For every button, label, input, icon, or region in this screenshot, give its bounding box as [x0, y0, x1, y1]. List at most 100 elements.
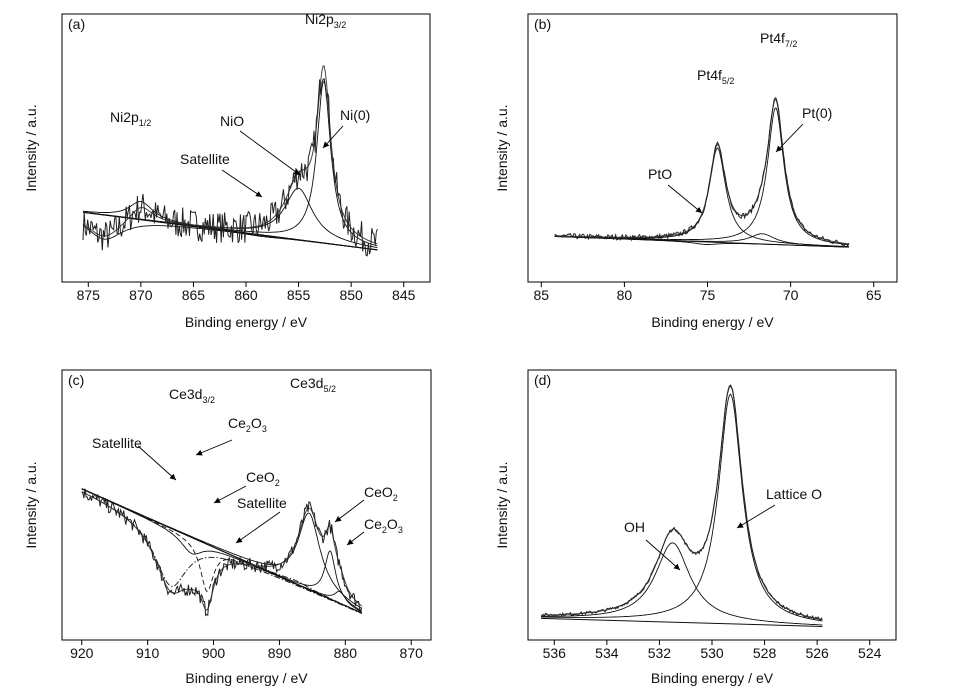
measured-spectrum [540, 385, 823, 622]
peak-annotation: OH [624, 519, 645, 535]
arrow-head-icon [196, 449, 203, 456]
x-tick-label: 65 [866, 287, 882, 303]
arrow-head-icon [737, 522, 744, 528]
arrow-head-icon [169, 473, 176, 480]
peak-annotation: Satellite [92, 435, 142, 451]
background-line [541, 617, 823, 627]
peak-annotation: Lattice O [766, 486, 822, 502]
fitted-envelope [541, 384, 823, 620]
peak-annotation: Ce2O3 [364, 516, 403, 535]
panel-c: 920 910 900 890 880 870 (c) Binding energy / eV… [23, 369, 432, 686]
x-tick-label: 860 [234, 287, 258, 303]
x-tick-label: 865 [182, 287, 206, 303]
plot-frame [527, 13, 898, 283]
x-tick-label: 855 [287, 287, 311, 303]
peak-annotation: Ni2p1/2 [110, 109, 151, 128]
peak-annotation: Satellite [180, 151, 230, 167]
plot-frame [61, 369, 432, 641]
panel-b: 85 80 75 70 65 (b) Binding energy / eV Intensit… [494, 13, 898, 330]
peak-annotation: Ni(0) [340, 107, 370, 123]
measured-spectrum [82, 78, 378, 257]
panel-d: 536 534 532 530 528 526 524 (d) Binding energy /… [494, 369, 897, 686]
annotation-leader-line [137, 445, 177, 481]
x-axis-label: Binding energy / eV [651, 670, 774, 686]
peak-annotation: Ce3d5/2 [290, 375, 336, 394]
x-tick-label: 875 [77, 287, 101, 303]
x-tick-label: 75 [700, 287, 716, 303]
annotation-leader-line [775, 123, 804, 153]
component-peak-oh-1 [541, 542, 823, 626]
annotation-leader-line [239, 130, 301, 176]
y-axis-label: Intensity / a.u. [494, 461, 510, 548]
x-tick-label: 534 [595, 645, 619, 661]
arrow-head-icon [293, 169, 300, 175]
annotation-leader-line [195, 439, 233, 456]
peak-annotation: CeO2 [364, 484, 398, 503]
y-axis-label: Intensity / a.u. [23, 461, 39, 548]
x-tick-label: 80 [617, 287, 633, 303]
x-tick-label: 910 [136, 645, 160, 661]
x-axis-label: Binding energy / eV [185, 314, 308, 330]
x-tick-label: 536 [543, 645, 567, 661]
peak-annotation: Pt4f7/2 [760, 30, 797, 49]
peak-annotation: PtO [648, 166, 672, 182]
x-tick-label: 880 [334, 645, 358, 661]
component-peak-satellite-6 [81, 488, 362, 614]
arrow-head-icon [323, 141, 330, 148]
x-tick-label: 70 [783, 287, 799, 303]
x-tick-label: 528 [753, 645, 777, 661]
peak-annotation: Ce3d3/2 [169, 386, 215, 405]
component-peak-unlabeled-4 [82, 225, 378, 251]
x-axis-label: Binding energy / eV [185, 670, 308, 686]
annotation-leader-line [235, 511, 281, 544]
arrow-head-icon [236, 537, 243, 543]
x-tick-label: 85 [534, 287, 550, 303]
x-tick-label: 890 [268, 645, 292, 661]
peak-annotation: Pt(0) [802, 105, 832, 121]
peak-annotation: Ni2p3/2 [305, 11, 346, 30]
measured-spectrum [81, 488, 363, 617]
measured-spectrum [554, 96, 850, 247]
x-tick-label: 850 [339, 287, 363, 303]
panel-label: (c) [68, 372, 84, 388]
x-tick-label: 845 [392, 287, 416, 303]
panel-a: 875 870 865 860 855 850 845 (a) Binding energy /… [23, 11, 431, 330]
component-peak-satellite-5 [81, 491, 362, 615]
peak-annotation: CeO2 [246, 469, 280, 488]
annotation-leader-line [213, 485, 247, 504]
peak-annotation: Pt4f5/2 [697, 67, 734, 86]
component-peak-lattice-o-0 [541, 393, 823, 622]
component-peak-pt-0--0 [554, 107, 849, 246]
x-tick-label: 920 [70, 645, 94, 661]
annotation-leader-line [736, 504, 776, 529]
component-peak-ceo2-4 [81, 488, 362, 614]
arrow-head-icon [255, 191, 262, 197]
peak-annotation: Satellite [237, 495, 287, 511]
arrow-head-icon [347, 539, 354, 545]
component-peak-ni2p1-2-3 [82, 201, 378, 251]
arrow-head-icon [695, 206, 702, 213]
peak-annotation: Ce2O3 [228, 415, 267, 434]
x-tick-label: 526 [805, 645, 829, 661]
panel-label: (d) [534, 372, 551, 388]
annotation-leader-line [667, 184, 703, 214]
x-tick-label: 524 [858, 645, 882, 661]
arrow-head-icon [214, 497, 221, 503]
arrow-head-icon [776, 145, 783, 152]
arrow-head-icon [673, 563, 680, 570]
y-axis-label: Intensity / a.u. [494, 104, 510, 191]
annotation-leader-line [334, 499, 365, 523]
y-axis-label: Intensity / a.u. [23, 104, 39, 191]
panel-label: (a) [68, 16, 85, 32]
x-tick-label: 900 [202, 645, 226, 661]
peak-annotation: NiO [220, 113, 244, 129]
plot-frame [527, 369, 897, 641]
annotation-leader-line [221, 169, 263, 198]
component-peak-ce3d5-2-0 [81, 488, 363, 609]
annotation-leader-line [645, 539, 681, 571]
x-tick-label: 870 [129, 287, 153, 303]
fitted-envelope [554, 98, 849, 245]
x-tick-label: 530 [700, 645, 724, 661]
arrow-head-icon [335, 516, 342, 522]
